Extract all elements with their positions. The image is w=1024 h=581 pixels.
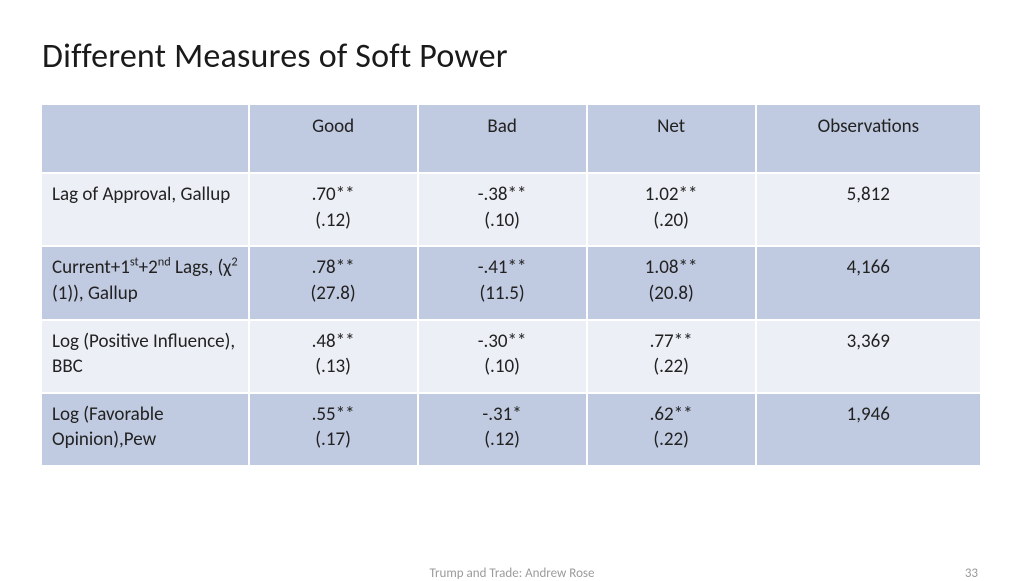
cell-obs: 4,166 <box>756 246 981 319</box>
cell-se: (.17) <box>262 427 405 453</box>
slide-title: Different Measures of Soft Power <box>42 36 982 77</box>
cell-value: .62** <box>600 402 743 428</box>
cell-value: -.41** <box>431 255 574 281</box>
cell-good: .55**(.17) <box>249 393 418 466</box>
cell-value: .77** <box>600 329 743 355</box>
cell-value: .78** <box>262 255 405 281</box>
col-header-bad: Bad <box>418 105 587 173</box>
cell-bad: -.41**(11.5) <box>418 246 587 319</box>
cell-bad: -.31*(.12) <box>418 393 587 466</box>
row-label: Log (Positive Influence), BBC <box>42 320 249 393</box>
cell-se: (.10) <box>431 208 574 234</box>
table-row: Log (Favorable Opinion),Pew.55**(.17)-.3… <box>42 393 981 466</box>
footer-text: Trump and Trade: Andrew Rose <box>430 566 595 581</box>
cell-se: (11.5) <box>431 281 574 307</box>
row-label: Log (Favorable Opinion),Pew <box>42 393 249 466</box>
cell-se: (.12) <box>262 208 405 234</box>
cell-obs: 3,369 <box>756 320 981 393</box>
cell-value: 1.08** <box>600 255 743 281</box>
cell-se: (.20) <box>600 208 743 234</box>
cell-good: .78**(27.8) <box>249 246 418 319</box>
cell-value: .48** <box>262 329 405 355</box>
cell-se: (.12) <box>431 427 574 453</box>
col-header-obs: Observations <box>756 105 981 173</box>
slide: Different Measures of Soft Power Good Ba… <box>0 0 1024 576</box>
cell-net: 1.02**(.20) <box>587 173 756 246</box>
cell-se: (.22) <box>600 354 743 380</box>
table-row: Current+1st+2nd Lags, (χ2 (1)), Gallup.7… <box>42 246 981 319</box>
cell-obs: 1,946 <box>756 393 981 466</box>
footer-page-number: 33 <box>965 566 978 581</box>
table-body: Lag of Approval, Gallup.70**(.12)-.38**(… <box>42 173 981 466</box>
cell-value: -.30** <box>431 329 574 355</box>
col-header-net: Net <box>587 105 756 173</box>
table-row: Log (Positive Influence), BBC.48**(.13)-… <box>42 320 981 393</box>
cell-se: (.13) <box>262 354 405 380</box>
col-header-blank <box>42 105 249 173</box>
cell-net: .77**(.22) <box>587 320 756 393</box>
cell-value: -.31* <box>431 402 574 428</box>
cell-net: 1.08**(20.8) <box>587 246 756 319</box>
cell-bad: -.38**(.10) <box>418 173 587 246</box>
cell-value: .70** <box>262 182 405 208</box>
cell-bad: -.30**(.10) <box>418 320 587 393</box>
cell-net: .62**(.22) <box>587 393 756 466</box>
cell-obs: 5,812 <box>756 173 981 246</box>
table-header: Good Bad Net Observations <box>42 105 981 173</box>
cell-se: (20.8) <box>600 281 743 307</box>
cell-good: .48**(.13) <box>249 320 418 393</box>
cell-value: -.38** <box>431 182 574 208</box>
cell-se: (.10) <box>431 354 574 380</box>
cell-se: (27.8) <box>262 281 405 307</box>
cell-se: (.22) <box>600 427 743 453</box>
cell-good: .70**(.12) <box>249 173 418 246</box>
cell-value: 1.02** <box>600 182 743 208</box>
row-label: Lag of Approval, Gallup <box>42 173 249 246</box>
col-header-good: Good <box>249 105 418 173</box>
cell-value: .55** <box>262 402 405 428</box>
results-table: Good Bad Net Observations Lag of Approva… <box>42 105 982 467</box>
table-row: Lag of Approval, Gallup.70**(.12)-.38**(… <box>42 173 981 246</box>
row-label: Current+1st+2nd Lags, (χ2 (1)), Gallup <box>42 246 249 319</box>
